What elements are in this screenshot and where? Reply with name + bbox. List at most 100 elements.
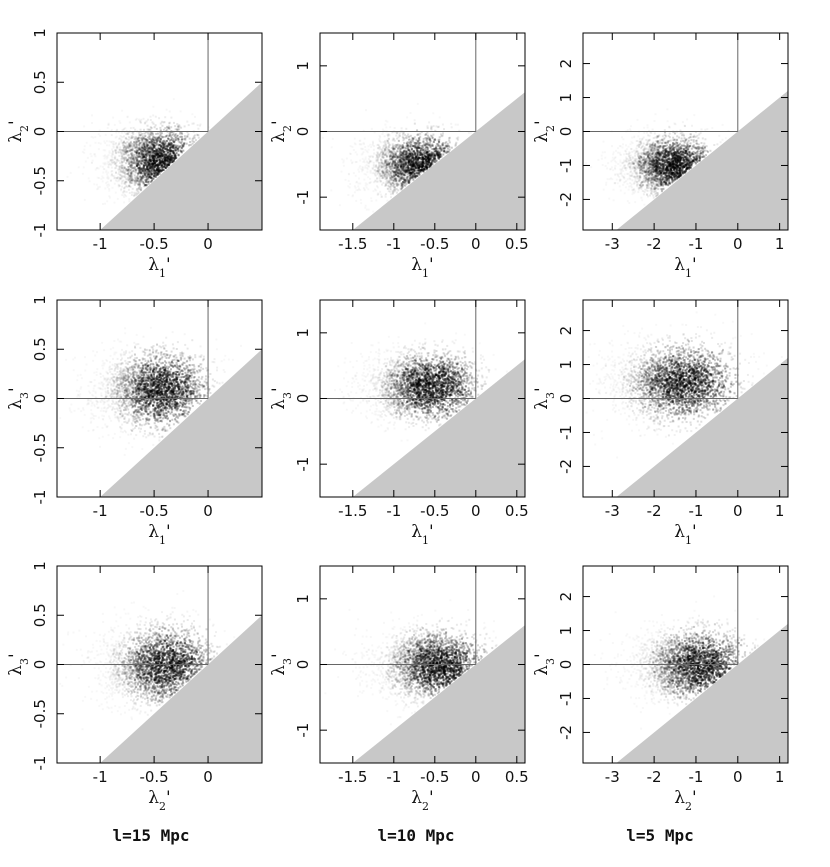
x-tick-label: 1 bbox=[775, 768, 785, 786]
y-tick-label: -1 bbox=[557, 691, 575, 706]
y-axis-label: λ3' bbox=[532, 653, 557, 675]
x-tick-label: -1 bbox=[93, 768, 108, 786]
x-axis-label: λ1' bbox=[674, 255, 696, 280]
x-tick-label: 0 bbox=[203, 768, 213, 786]
x-tick-label: 1 bbox=[775, 235, 785, 253]
y-tick-label: 0 bbox=[294, 127, 312, 137]
density-cloud bbox=[109, 110, 202, 201]
y-tick-label: 1 bbox=[31, 561, 49, 571]
x-tick-label: -1 bbox=[688, 768, 703, 786]
x-tick-label: -1 bbox=[386, 502, 401, 520]
y-tick-label: 0 bbox=[294, 394, 312, 404]
x-tick-label: 0 bbox=[203, 502, 213, 520]
density-cloud bbox=[379, 616, 498, 709]
x-tick-label: -0.5 bbox=[420, 235, 449, 253]
density-cloud bbox=[368, 119, 470, 199]
x-tick-label: -1 bbox=[386, 768, 401, 786]
x-axis-label: λ1' bbox=[148, 522, 170, 547]
panel-row2-col1: -1 -0.5 0 -1 -0.5 0 0.5 1 λ1' λ3' bbox=[6, 295, 263, 547]
x-tick-label: -3 bbox=[605, 768, 620, 786]
x-tick-label: -1 bbox=[688, 502, 703, 520]
x-axis-label: λ2' bbox=[148, 788, 170, 813]
panel-row3-col3: -3 -2 -1 0 1 -2 -1 0 1 2 λ2' λ3' bbox=[532, 565, 789, 813]
y-tick-label: 0 bbox=[557, 127, 575, 137]
y-axis-label: λ3' bbox=[6, 387, 31, 409]
y-axis-label: λ3' bbox=[532, 387, 557, 409]
y-tick-label: 1 bbox=[31, 28, 49, 38]
caption-l10: l=10 Mpc bbox=[296, 826, 536, 845]
y-tick-label: -0.5 bbox=[31, 433, 49, 462]
y-tick-label: -1 bbox=[294, 457, 312, 472]
panel-row1-col1: -1 -0.5 0 -1 -0.5 0 0.5 1 λ1' λ2' bbox=[6, 28, 263, 280]
y-tick-label: 1 bbox=[294, 61, 312, 71]
y-tick-label: 1 bbox=[294, 594, 312, 604]
x-axis-label: λ1' bbox=[148, 255, 170, 280]
y-tick-label: -2 bbox=[557, 725, 575, 740]
y-tick-label: 2 bbox=[557, 59, 575, 69]
y-tick-label: -1 bbox=[557, 425, 575, 440]
forbidden-region bbox=[616, 357, 788, 497]
y-tick-label: 0.5 bbox=[31, 337, 49, 361]
x-tick-label: 0.5 bbox=[505, 235, 529, 253]
x-tick-label: -0.5 bbox=[139, 235, 168, 253]
panel-row3-col2: -1.5 -1 -0.5 0 0.5 -1 0 1 λ2' λ3' bbox=[269, 565, 529, 813]
y-axis-label: λ2' bbox=[6, 120, 31, 142]
y-tick-label: 0.5 bbox=[31, 70, 49, 94]
y-tick-label: -1 bbox=[557, 158, 575, 173]
x-tick-label: -3 bbox=[605, 235, 620, 253]
density-cloud bbox=[639, 614, 759, 709]
forbidden-region bbox=[352, 625, 525, 763]
density-cloud bbox=[617, 326, 754, 438]
y-tick-label: 1 bbox=[557, 626, 575, 636]
x-tick-label: 0 bbox=[733, 235, 743, 253]
y-tick-label: -1 bbox=[294, 190, 312, 205]
x-tick-label: -0.5 bbox=[139, 768, 168, 786]
x-axis-label: λ2' bbox=[411, 788, 433, 813]
x-tick-label: -1.5 bbox=[338, 235, 367, 253]
panel-row1-col3: -3 -2 -1 0 1 -2 -1 0 1 2 λ1' λ2' bbox=[532, 32, 789, 280]
caption-l15: l=15 Mpc bbox=[31, 826, 271, 845]
forbidden-region bbox=[616, 90, 788, 230]
y-axis-label: λ3' bbox=[269, 653, 294, 675]
x-tick-label: 0 bbox=[203, 235, 213, 253]
y-axis-label: λ3' bbox=[269, 387, 294, 409]
y-axis-label: λ2' bbox=[269, 120, 294, 142]
x-tick-label: -1 bbox=[93, 502, 108, 520]
y-tick-label: 0.5 bbox=[31, 603, 49, 627]
x-tick-label: -2 bbox=[647, 502, 662, 520]
x-tick-label: -1.5 bbox=[338, 502, 367, 520]
x-tick-label: -1 bbox=[93, 235, 108, 253]
forbidden-region bbox=[100, 349, 262, 497]
density-cloud bbox=[625, 122, 724, 199]
forbidden-region bbox=[352, 92, 525, 230]
x-tick-label: -2 bbox=[647, 235, 662, 253]
panel-row3-col1: -1 -0.5 0 -1 -0.5 0 0.5 1 λ2' λ3' bbox=[6, 561, 263, 813]
x-tick-label: 0 bbox=[733, 768, 743, 786]
x-tick-label: -0.5 bbox=[420, 502, 449, 520]
y-tick-label: -1 bbox=[31, 223, 49, 238]
x-tick-label: 0.5 bbox=[505, 502, 529, 520]
panel-row1-col2: -1.5 -1 -0.5 0 0.5 -1 0 1 λ1' λ2' bbox=[269, 32, 529, 280]
y-tick-label: 2 bbox=[557, 326, 575, 336]
caption-l5: l=5 Mpc bbox=[540, 826, 780, 845]
y-tick-label: 0 bbox=[31, 127, 49, 137]
y-tick-label: 0 bbox=[557, 394, 575, 404]
x-tick-label: -1.5 bbox=[338, 768, 367, 786]
y-tick-label: -1 bbox=[31, 756, 49, 771]
y-tick-label: -0.5 bbox=[31, 699, 49, 728]
x-tick-label: 0 bbox=[733, 502, 743, 520]
y-tick-label: 0 bbox=[31, 394, 49, 404]
forbidden-region bbox=[616, 623, 788, 763]
x-tick-label: -1 bbox=[688, 235, 703, 253]
forbidden-region bbox=[100, 615, 262, 763]
y-axis-label: λ2' bbox=[532, 120, 557, 142]
x-tick-label: 1 bbox=[775, 502, 785, 520]
x-tick-label: 0 bbox=[471, 235, 481, 253]
y-axis-label: λ3' bbox=[6, 653, 31, 675]
x-tick-label: 0 bbox=[471, 502, 481, 520]
x-tick-label: -0.5 bbox=[139, 502, 168, 520]
x-tick-label: -3 bbox=[605, 502, 620, 520]
x-axis-label: λ1' bbox=[411, 522, 433, 547]
y-tick-label: 2 bbox=[557, 592, 575, 602]
